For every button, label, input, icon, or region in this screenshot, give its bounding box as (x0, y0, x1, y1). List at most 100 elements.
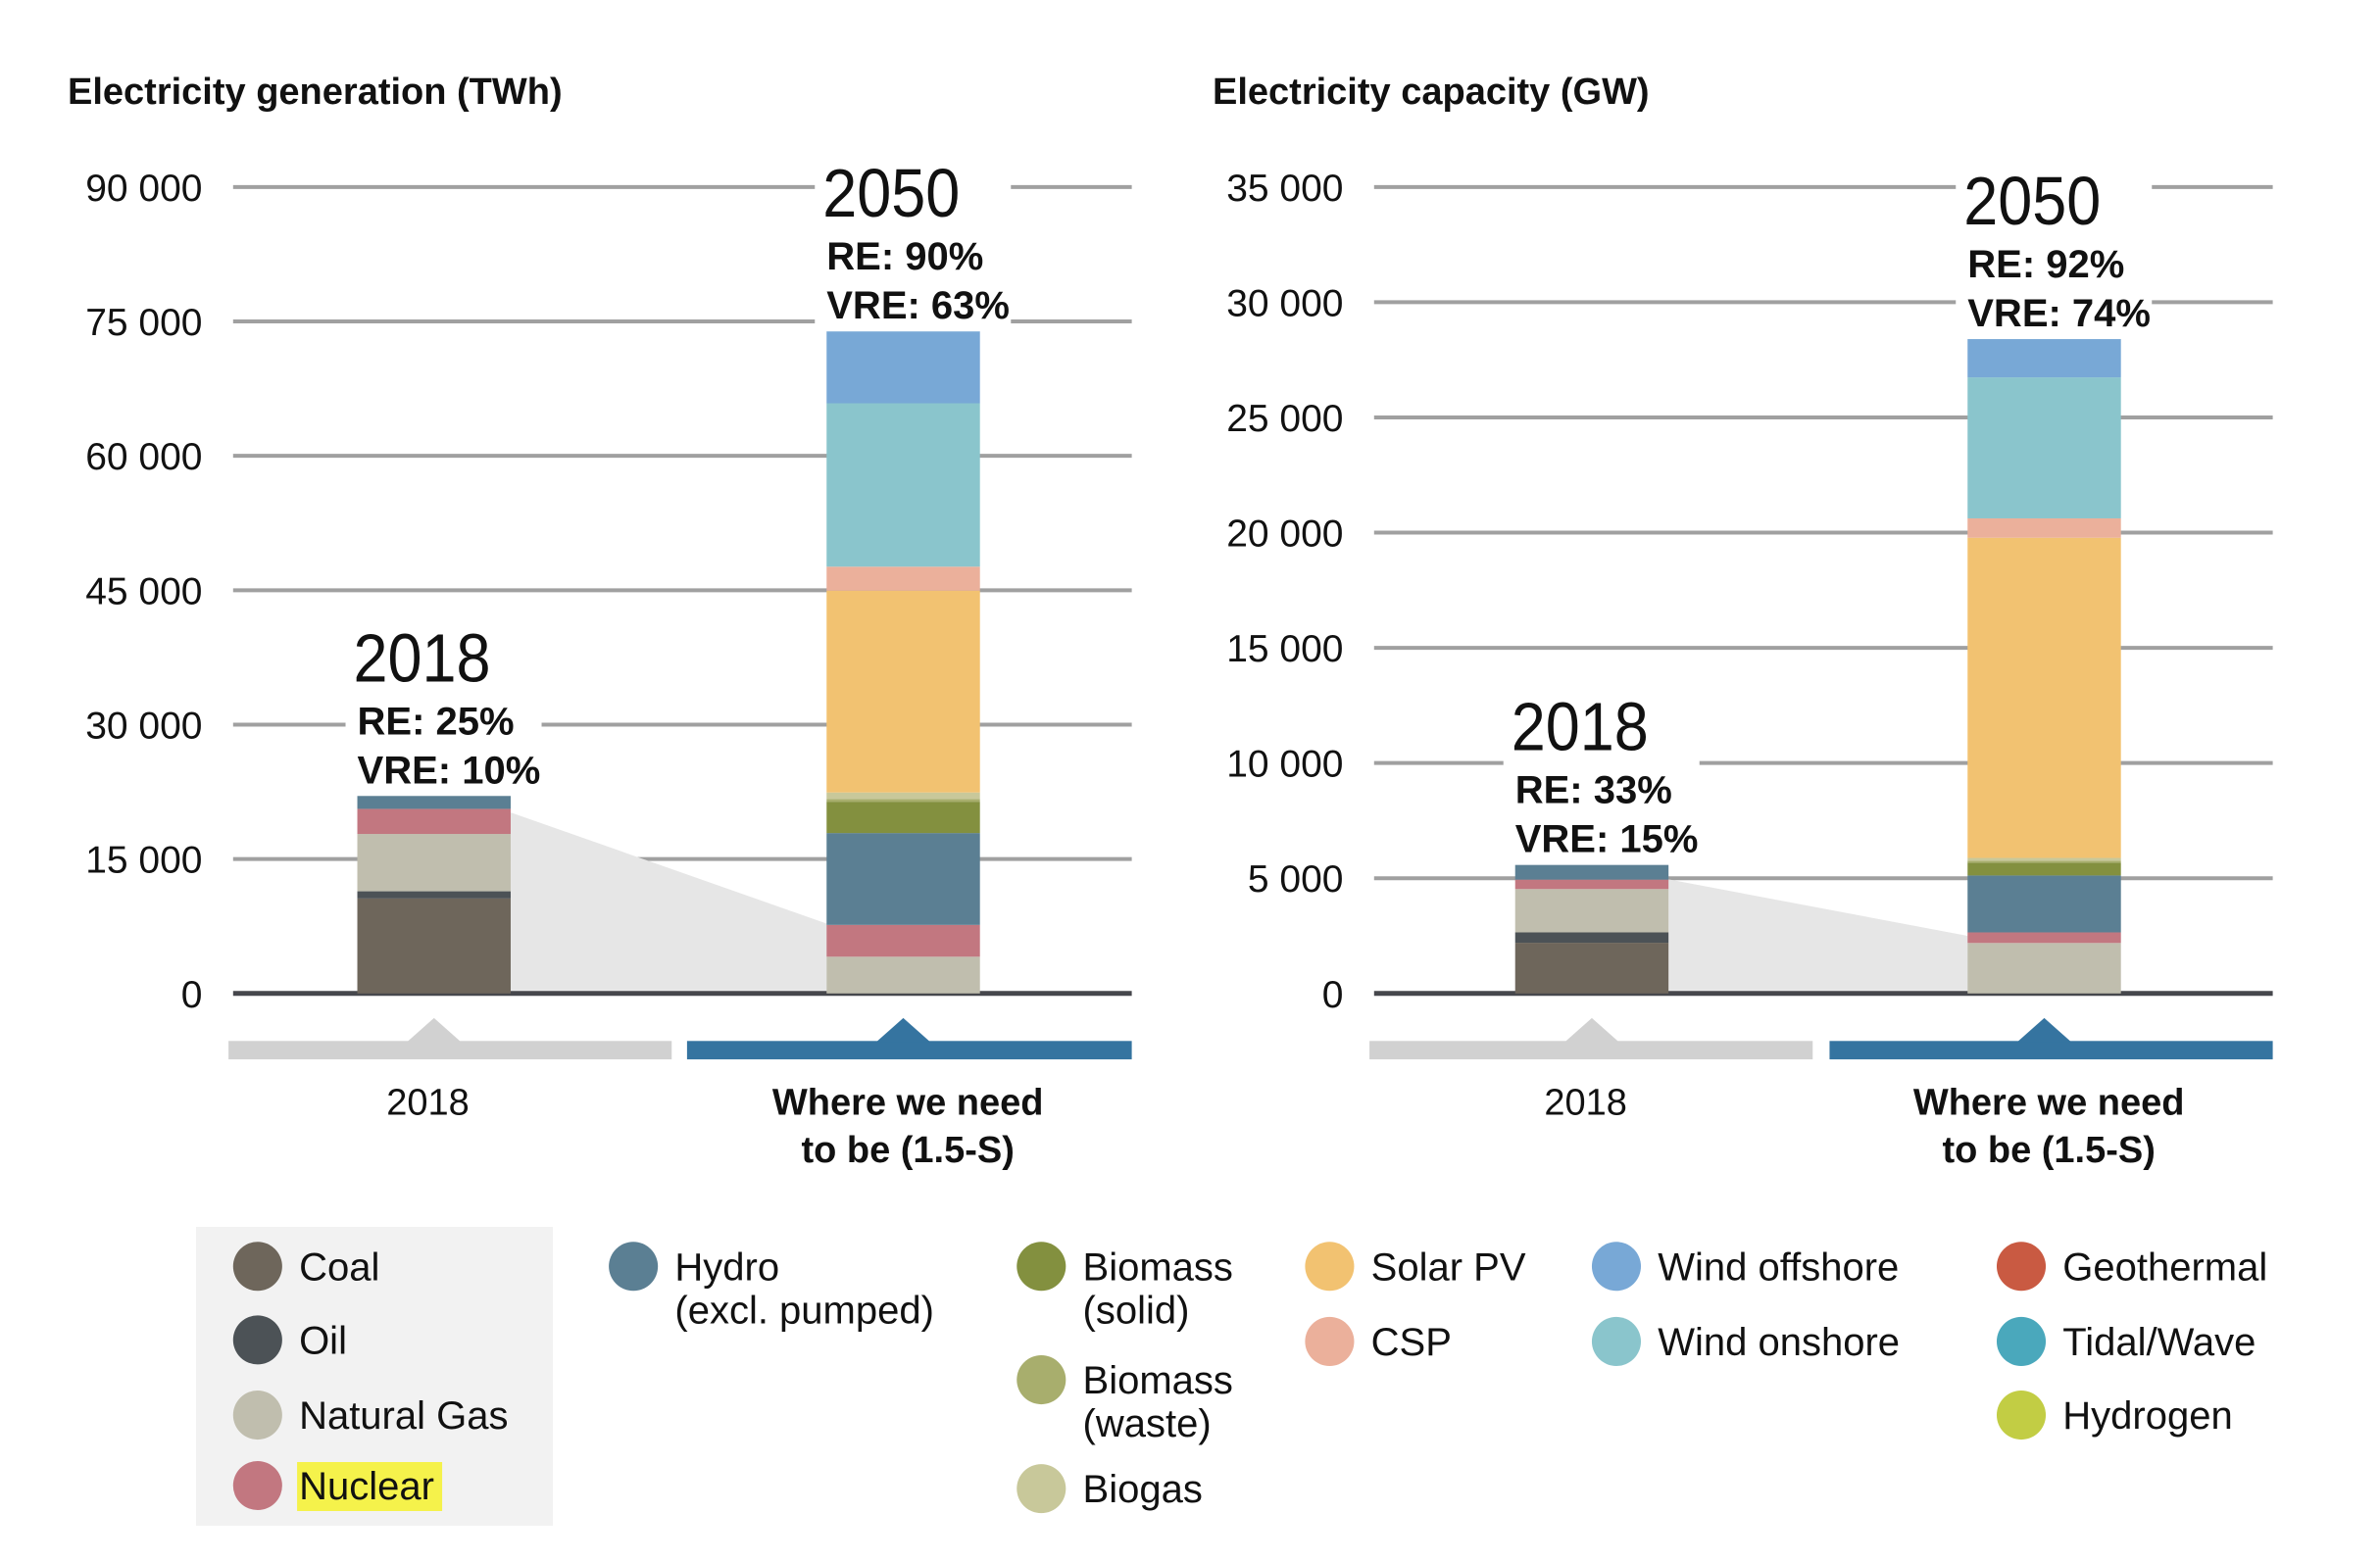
annotation-background (1503, 693, 1700, 865)
annotation-re-share: RE: 25% (358, 700, 515, 743)
legend-swatch-coal (232, 1242, 282, 1292)
annotation-year: 2018 (354, 619, 491, 696)
legend-swatch-solar_pv (1305, 1242, 1355, 1292)
bar-segment-gas (357, 834, 511, 892)
annotation-re-share: RE: 92% (1967, 243, 2124, 286)
y-tick-label: 20 000 (1226, 513, 1343, 556)
legend-label: Solar PV (1371, 1245, 1526, 1289)
bar-segment-biomass_solid (826, 802, 980, 834)
legend-swatch-hydrogen (1996, 1391, 2047, 1440)
y-tick-label: 35 000 (1226, 168, 1343, 210)
bar-segment-wind_offshore (1967, 331, 2121, 378)
x-category-marker (875, 1017, 931, 1043)
annotation-re-share: RE: 90% (826, 235, 983, 278)
x-category-label: Where we need (772, 1082, 1044, 1123)
legend-swatch-geothermal (1996, 1242, 2047, 1292)
annotation-background (815, 160, 1012, 332)
annotation-vre-share: VRE: 10% (358, 749, 541, 792)
legend-item-coal: Coal (232, 1242, 379, 1292)
bar-segment-gas (1514, 889, 1669, 933)
annotation-background (345, 624, 542, 797)
legend-swatch-biogas (1016, 1464, 1066, 1514)
y-tick-label: 10 000 (1226, 744, 1343, 786)
bar-segment-solar_pv (826, 590, 980, 793)
annotation-background (1956, 168, 2153, 340)
y-tick-label: 30 000 (85, 705, 202, 747)
bar-segment-biomass_waste (826, 799, 980, 803)
legend-label: Wind onshore (1658, 1321, 1900, 1364)
legend-item-tidal: Tidal/Wave (1996, 1316, 2256, 1366)
legend-item-gas: Natural Gas (232, 1391, 508, 1440)
bar-segment-biomass_waste (1967, 860, 2121, 863)
legend-item-wind_offshore: Wind offshore (1591, 1242, 1899, 1292)
legend-item-hydro: Hydro(excl. pumped) (609, 1242, 934, 1332)
legend-label: Hydrogen (2062, 1394, 2232, 1438)
y-tick-label: 90 000 (85, 168, 202, 210)
x-category-marker (2016, 1017, 2072, 1043)
x-category-label: 2018 (386, 1082, 470, 1123)
bar-segment-wind_onshore (1967, 377, 2121, 518)
capacity-chart: Electricity capacity (GW) 0 5 000 10 000 15… (1213, 72, 2273, 1171)
legend-swatch-wind_onshore (1591, 1316, 1642, 1366)
legend-label: Biomass (1083, 1245, 1233, 1289)
bar-segment-oil (1514, 932, 1669, 944)
generation-chart: Electricity generation (TWh) 0 15 000 30 0… (68, 72, 1132, 1171)
capacity-chart-title: Electricity capacity (GW) (1213, 72, 1650, 113)
annotation-re-share: RE: 33% (1515, 769, 1672, 812)
legend-item-wind_onshore: Wind onshore (1591, 1316, 1900, 1366)
y-tick-label: 0 (181, 974, 203, 1016)
legend-item-solar_pv: Solar PV (1305, 1242, 1526, 1292)
legend-highlight (297, 1462, 443, 1512)
bar-segment-oil (357, 891, 511, 899)
x-category-band (1369, 1041, 1813, 1060)
legend-swatch-oil (232, 1315, 282, 1365)
annotation-year: 2050 (822, 155, 960, 231)
legend-label: (excl. pumped) (674, 1289, 934, 1332)
y-tick-label: 75 000 (85, 302, 202, 344)
legend-item-biogas: Biogas (1016, 1464, 1203, 1514)
bar-segment-csp (826, 566, 980, 591)
y-tick-label: 45 000 (85, 570, 202, 612)
legend-swatch-tidal (1996, 1316, 2047, 1366)
non-renewable-wedge (510, 812, 827, 991)
bar-segment-biogas (1967, 857, 2121, 861)
bar-segment-biogas (826, 792, 980, 800)
y-tick-label: 60 000 (85, 436, 202, 478)
x-category-label: 2018 (1544, 1082, 1627, 1123)
legend-item-biomass_solid: Biomass(solid) (1016, 1242, 1233, 1332)
bar-segment-coal (357, 898, 511, 994)
bar-segment-solar_pv (1967, 537, 2121, 858)
y-tick-label: 0 (1322, 974, 1344, 1016)
x-category-band (686, 1041, 1132, 1060)
legend-label: Biogas (1083, 1468, 1203, 1511)
legend-label: Coal (299, 1245, 379, 1289)
y-tick-label: 30 000 (1226, 282, 1343, 324)
x-category-marker (406, 1017, 462, 1043)
x-category-label: to be (1.5-S) (1942, 1130, 2155, 1171)
y-tick-label: 15 000 (1226, 628, 1343, 670)
legend-label: Hydro (674, 1245, 779, 1289)
x-category-marker (1563, 1017, 1620, 1043)
legend-swatch-csp (1305, 1316, 1355, 1366)
bar-segment-coal (1514, 943, 1669, 994)
bar-segment-hydro (826, 833, 980, 925)
bar-segment-gas (826, 956, 980, 994)
legend-label: Nuclear (299, 1465, 434, 1508)
bar-segment-biomass_solid (1967, 862, 2121, 876)
x-category-label: Where we need (1913, 1082, 2185, 1123)
y-tick-label: 15 000 (85, 840, 202, 882)
bar-segment-nuclear (1967, 932, 2121, 944)
bar-segment-nuclear (826, 924, 980, 957)
x-category-band (228, 1041, 672, 1060)
bar-segment-csp (1967, 517, 2121, 538)
legend-swatch-hydro (609, 1242, 659, 1292)
y-tick-label: 25 000 (1226, 398, 1343, 440)
legend-swatch-biomass_solid (1016, 1242, 1066, 1292)
legend: Coal Oil Natural Gas Nuclear Hydro(excl. pum… (232, 1242, 2267, 1514)
legend-label: Tidal/Wave (2062, 1321, 2256, 1364)
generation-chart-title: Electricity generation (TWh) (68, 72, 563, 113)
legend-label: Biomass (1083, 1359, 1233, 1402)
legend-label: (waste) (1083, 1402, 1212, 1445)
annotation-year: 2018 (1512, 689, 1649, 765)
